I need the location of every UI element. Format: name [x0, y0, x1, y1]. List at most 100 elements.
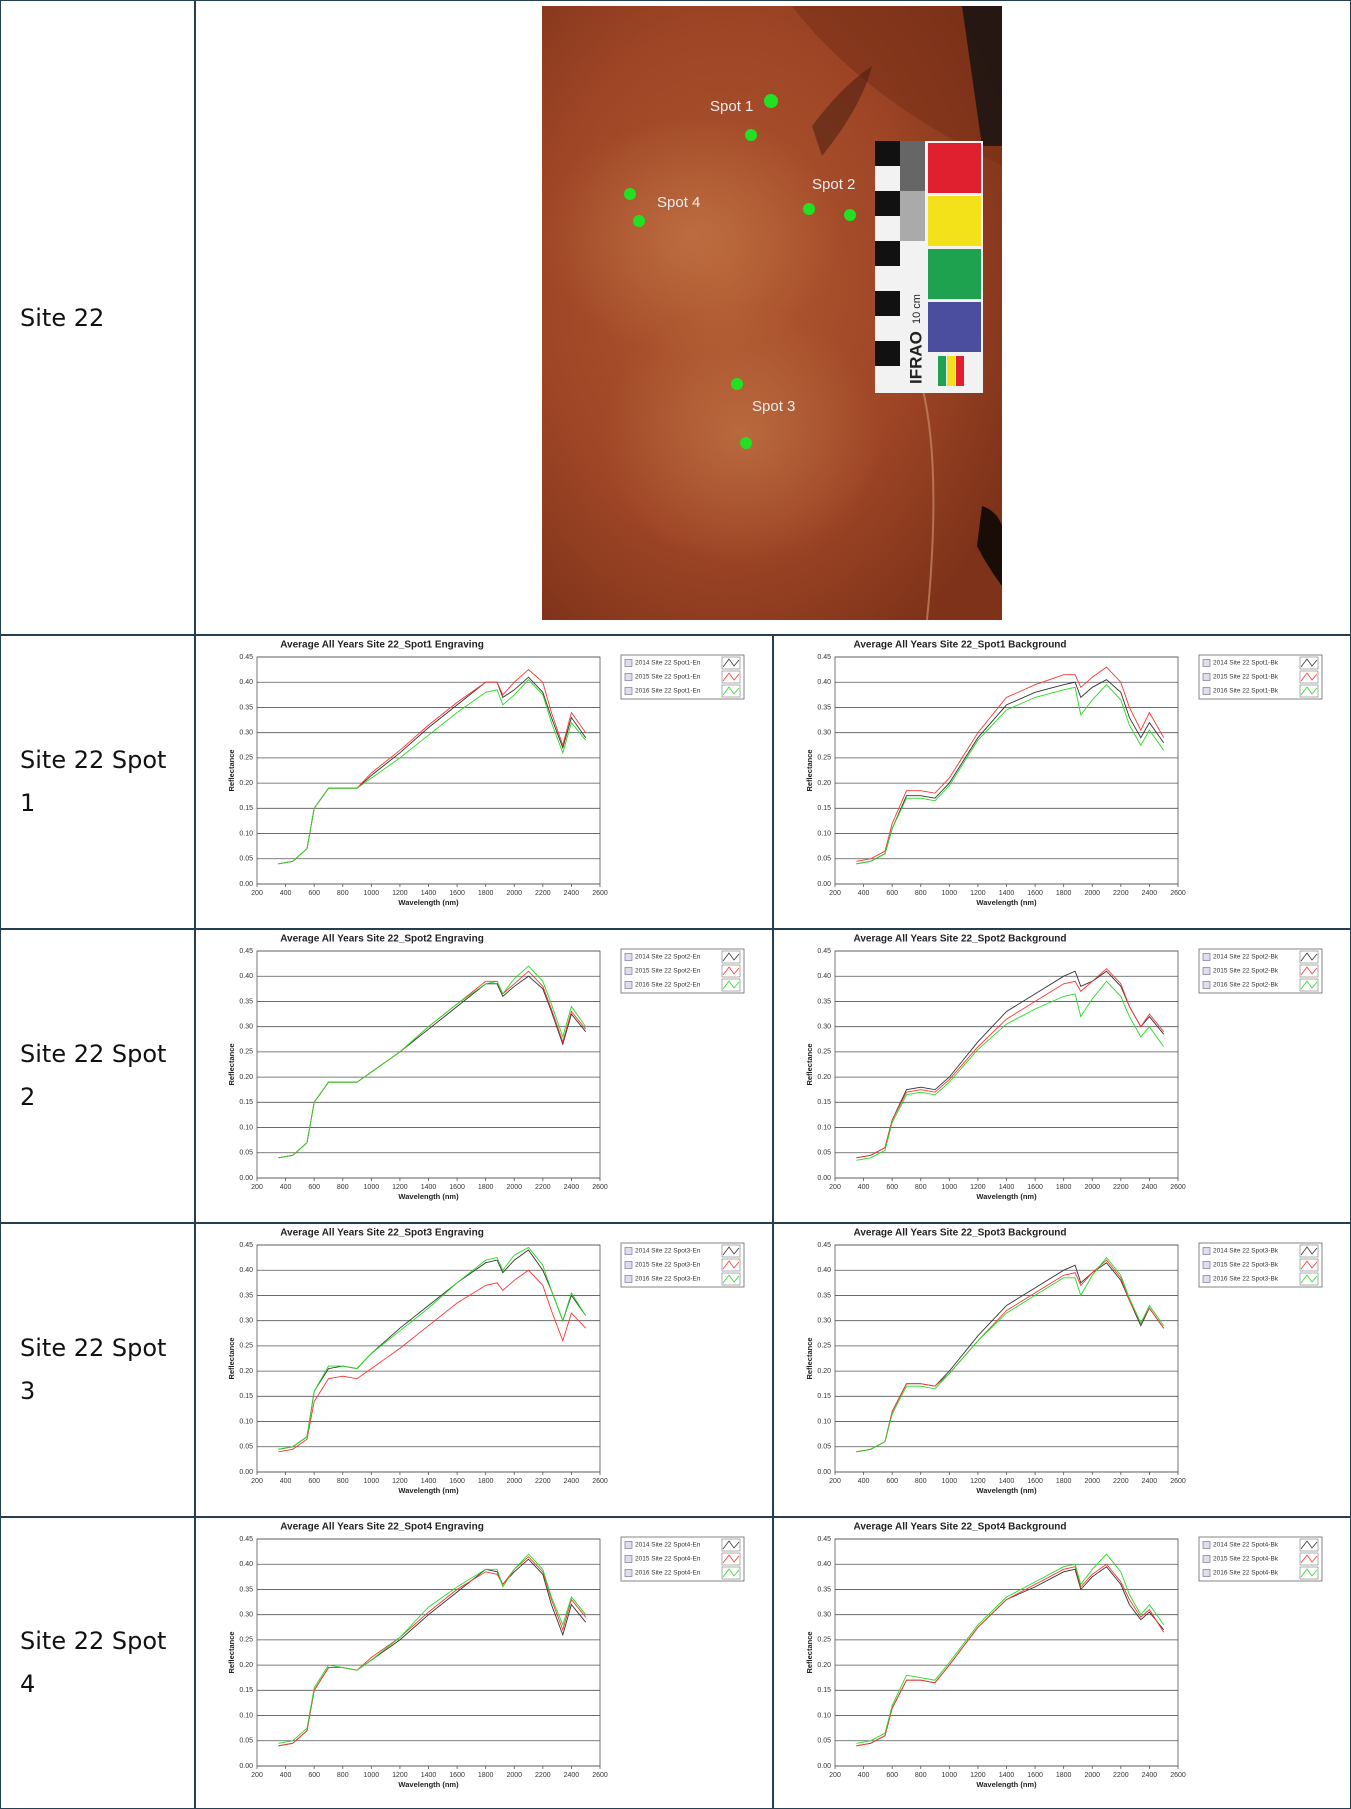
legend-label: 2014 Site 22 Spot2-En — [635, 954, 701, 961]
legend-checkbox — [1202, 1275, 1211, 1283]
legend-label: 2014 Site 22 Spot4-En — [635, 1542, 701, 1549]
y-tick-label: 0.20 — [817, 1662, 831, 1669]
legend-swatch-box — [721, 1552, 741, 1566]
plot-area — [834, 1538, 1179, 1767]
x-tick-label: 800 — [915, 1184, 927, 1191]
x-tick-label: 1000 — [364, 1772, 380, 1779]
legend-checkbox — [624, 673, 633, 681]
y-tick-label: 0.20 — [817, 1368, 831, 1375]
legend-swatch — [722, 980, 740, 990]
y-tick-label: 0.40 — [239, 1267, 253, 1274]
y-axis-label: Reflectance — [805, 1631, 814, 1673]
y-tick-label: 0.30 — [239, 1024, 253, 1031]
legend-checkbox — [1202, 981, 1211, 989]
legend-swatch-box — [1299, 950, 1319, 964]
chart: Average All Years Site 22_Spot4 Engravin… — [227, 1522, 745, 1789]
y-tick-label: 0.20 — [239, 1662, 253, 1669]
x-tick-label: 200 — [251, 890, 263, 897]
chart-cell: Average All Years Site 22_Spot2 Backgrou… — [772, 928, 1351, 1224]
y-tick-label: 0.30 — [817, 1318, 831, 1325]
chart: Average All Years Site 22_Spot1 Engravin… — [227, 640, 745, 907]
chart-title: Average All Years Site 22_Spot1 Backgrou… — [853, 640, 1066, 651]
x-tick-label: 1800 — [1056, 1772, 1072, 1779]
y-tick-label: 0.15 — [817, 1687, 831, 1694]
x-tick-label: 600 — [308, 890, 320, 897]
legend-swatch-box — [721, 1538, 741, 1552]
legend-swatch-box — [721, 684, 741, 698]
y-tick-label: 0.20 — [817, 1074, 831, 1081]
x-tick-label: 2000 — [506, 890, 522, 897]
y-tick-label: 0.10 — [239, 1124, 253, 1131]
x-axis-label: Wavelength (nm) — [976, 1780, 1037, 1789]
y-tick-label: 0.00 — [239, 1175, 253, 1182]
y-tick-label: 0.25 — [817, 1343, 831, 1350]
x-tick-label: 200 — [251, 1478, 263, 1485]
series-line — [856, 684, 1165, 865]
chart-cell: Average All Years Site 22_Spot3 Backgrou… — [772, 1222, 1351, 1518]
x-tick-label: 1200 — [392, 1478, 408, 1485]
legend-swatch-box — [1299, 1566, 1319, 1580]
legend-swatch-box — [1299, 1552, 1319, 1566]
y-tick-label: 0.45 — [239, 1536, 253, 1543]
legend-swatch-box — [1299, 1258, 1319, 1272]
legend-swatch-box — [721, 1244, 741, 1258]
plot-area — [256, 1244, 601, 1473]
x-tick-label: 800 — [915, 1478, 927, 1485]
legend-checkbox — [624, 953, 633, 961]
y-axis-label: Reflectance — [805, 1337, 814, 1379]
x-tick-label: 400 — [858, 1184, 870, 1191]
series-line — [856, 1553, 1165, 1744]
x-tick-label: 600 — [886, 1772, 898, 1779]
legend-swatch — [722, 1568, 740, 1578]
scale-unit: 10 cm — [911, 294, 923, 324]
x-tick-label: 1000 — [364, 1478, 380, 1485]
legend-swatch-box — [1299, 1272, 1319, 1286]
y-tick-label: 0.15 — [817, 805, 831, 812]
legend-swatch — [722, 952, 740, 962]
x-tick-label: 1400 — [421, 1772, 437, 1779]
legend-swatch — [1300, 1540, 1318, 1550]
x-tick-label: 2000 — [1084, 1772, 1100, 1779]
legend-swatch — [1300, 966, 1318, 976]
x-tick-label: 400 — [858, 1478, 870, 1485]
legend-swatch — [1300, 980, 1318, 990]
x-tick-label: 1400 — [421, 1184, 437, 1191]
y-tick-label: 0.25 — [239, 1049, 253, 1056]
x-tick-label: 400 — [858, 890, 870, 897]
chart: Average All Years Site 22_Spot3 Backgrou… — [805, 1228, 1323, 1495]
x-tick-label: 400 — [280, 1184, 292, 1191]
legend-checkbox — [624, 1261, 633, 1269]
legend-swatch-box — [1299, 684, 1319, 698]
plot-area — [834, 950, 1179, 1179]
chart: Average All Years Site 22_Spot3 Engravin… — [227, 1228, 745, 1495]
plot-area — [834, 656, 1179, 885]
legend-swatch-box — [721, 950, 741, 964]
row-label: Site 22 Spot 4 — [20, 1626, 167, 1698]
y-tick-label: 0.05 — [239, 1738, 253, 1745]
series-line — [278, 1553, 587, 1744]
x-tick-label: 400 — [280, 1478, 292, 1485]
x-tick-label: 1800 — [478, 1184, 494, 1191]
legend-checkbox — [1202, 1555, 1211, 1563]
plot-area — [834, 1244, 1179, 1473]
x-tick-label: 2600 — [592, 890, 608, 897]
legend-label: 2015 Site 22 Spot1-Bk — [1213, 674, 1279, 681]
y-tick-label: 0.35 — [239, 1292, 253, 1299]
x-tick-label: 400 — [280, 1772, 292, 1779]
series-line — [856, 666, 1165, 862]
y-tick-label: 0.45 — [239, 1242, 253, 1249]
legend-checkbox — [1202, 1569, 1211, 1577]
x-tick-label: 1200 — [392, 1772, 408, 1779]
y-tick-label: 0.30 — [239, 1318, 253, 1325]
x-tick-label: 200 — [829, 890, 841, 897]
y-tick-label: 0.45 — [817, 948, 831, 955]
spot-label: Spot 2 — [812, 176, 855, 193]
legend-swatch — [1300, 1260, 1318, 1270]
legend-swatch — [1300, 672, 1318, 682]
x-tick-label: 400 — [858, 1772, 870, 1779]
chart-title: Average All Years Site 22_Spot3 Backgrou… — [853, 1228, 1066, 1239]
x-tick-label: 800 — [915, 1772, 927, 1779]
y-axis-label: Reflectance — [805, 749, 814, 791]
x-tick-label: 600 — [308, 1184, 320, 1191]
legend-checkbox — [1202, 687, 1211, 695]
